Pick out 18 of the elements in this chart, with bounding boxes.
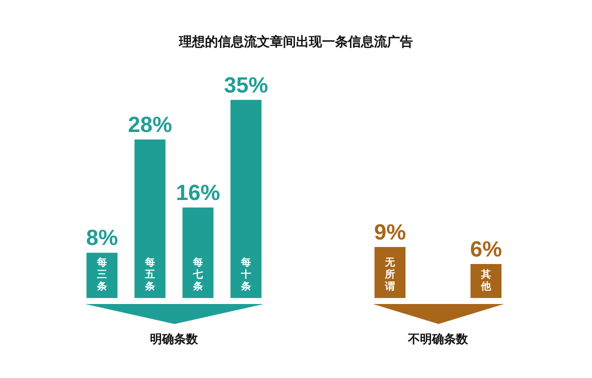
x-tick-label: 其他 bbox=[480, 268, 492, 292]
x-tick-label: 每三条 bbox=[96, 256, 107, 292]
text: 不明确条数 bbox=[406, 331, 469, 348]
bar bbox=[182, 207, 214, 298]
bar bbox=[134, 140, 166, 298]
data-label: 28% bbox=[128, 112, 172, 138]
data-label: 9% bbox=[374, 220, 406, 245]
x-tick-label: 每七条 bbox=[192, 256, 203, 292]
bar bbox=[230, 100, 262, 298]
data-label: 8% bbox=[86, 225, 118, 250]
x-tick-label: 每十条 bbox=[240, 256, 251, 292]
data-label: 35% bbox=[224, 72, 268, 98]
chart-title: 理想的信息流文章间出现一条信息流广告 bbox=[178, 34, 413, 49]
x-tick-label: 每五条 bbox=[144, 256, 155, 292]
text: 明确条数 bbox=[149, 331, 199, 348]
x-tick-label: 无所谓 bbox=[384, 258, 396, 292]
data-label: 16% bbox=[176, 180, 220, 205]
data-label: 6% bbox=[470, 236, 502, 262]
